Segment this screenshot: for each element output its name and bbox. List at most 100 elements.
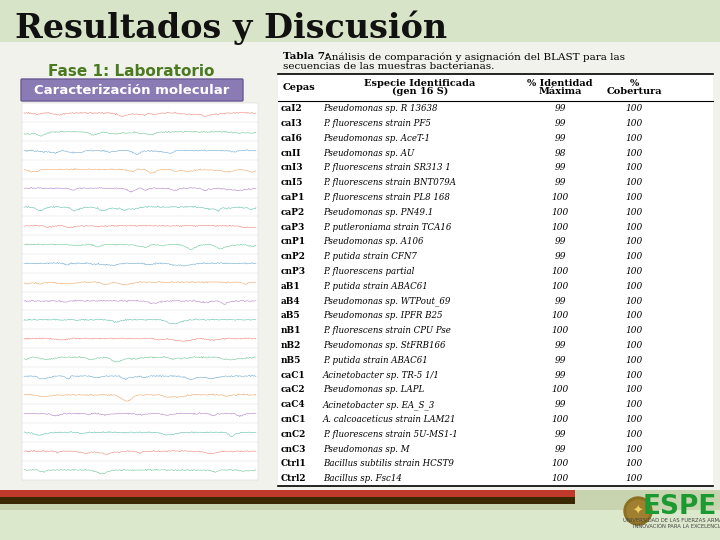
Bar: [0, 0, 720, 42]
Text: cnC3: cnC3: [281, 444, 307, 454]
Text: Pseudomonas sp. WTPout_69: Pseudomonas sp. WTPout_69: [323, 296, 451, 306]
Text: aB1: aB1: [281, 282, 301, 291]
Text: P. fluorescens partial: P. fluorescens partial: [323, 267, 415, 276]
Text: 99: 99: [554, 104, 566, 113]
Text: ESPE: ESPE: [643, 494, 717, 520]
Text: %: %: [629, 79, 639, 88]
Text: 100: 100: [552, 312, 569, 320]
Text: Acinetobacter sp. EA_S_3: Acinetobacter sp. EA_S_3: [323, 400, 436, 410]
Text: cnI5: cnI5: [281, 178, 304, 187]
Text: Acinetobacter sp. TR-5 1/1: Acinetobacter sp. TR-5 1/1: [323, 370, 440, 380]
Text: Especie Identificada: Especie Identificada: [364, 79, 476, 88]
Text: Pseudomonas sp. IPFR B25: Pseudomonas sp. IPFR B25: [323, 312, 443, 320]
Text: caI6: caI6: [281, 134, 303, 143]
Text: 100: 100: [552, 386, 569, 395]
Text: nB1: nB1: [281, 326, 302, 335]
Text: 100: 100: [626, 119, 643, 128]
Bar: [0, 510, 720, 540]
Text: secuencias de las muestras bacterianas.: secuencias de las muestras bacterianas.: [283, 62, 495, 71]
Text: 99: 99: [554, 341, 566, 350]
Text: caP3: caP3: [281, 222, 305, 232]
Text: caI3: caI3: [281, 119, 303, 128]
Text: caP2: caP2: [281, 208, 305, 217]
Text: 100: 100: [626, 460, 643, 469]
Text: P. putleroniama strain TCA16: P. putleroniama strain TCA16: [323, 222, 451, 232]
Text: 99: 99: [554, 296, 566, 306]
Text: 100: 100: [626, 444, 643, 454]
Text: aB5: aB5: [281, 312, 301, 320]
Bar: [0, 490, 720, 540]
Text: Ctrl2: Ctrl2: [281, 474, 307, 483]
Text: caC2: caC2: [281, 386, 305, 395]
Text: nB2: nB2: [281, 341, 302, 350]
Text: % Identidad: % Identidad: [527, 79, 593, 88]
Text: cnC1: cnC1: [281, 415, 307, 424]
Text: cnI3: cnI3: [281, 164, 304, 172]
Text: Bacillus subtilis strain HCST9: Bacillus subtilis strain HCST9: [323, 460, 454, 469]
Text: ✦: ✦: [633, 504, 643, 517]
Text: 100: 100: [626, 252, 643, 261]
Text: 100: 100: [552, 415, 569, 424]
Text: caP1: caP1: [281, 193, 305, 202]
Text: caI2: caI2: [281, 104, 302, 113]
Text: 100: 100: [626, 104, 643, 113]
Text: Pseudomonas sp. M: Pseudomonas sp. M: [323, 444, 410, 454]
Text: 100: 100: [552, 222, 569, 232]
Text: Tabla 7:: Tabla 7:: [283, 52, 329, 61]
Text: 100: 100: [552, 474, 569, 483]
Text: 100: 100: [626, 134, 643, 143]
Text: Pseudomonas sp. PN49.1: Pseudomonas sp. PN49.1: [323, 208, 433, 217]
Circle shape: [627, 500, 649, 522]
Text: 100: 100: [626, 208, 643, 217]
Text: 99: 99: [554, 119, 566, 128]
Text: 100: 100: [626, 326, 643, 335]
Text: 100: 100: [626, 341, 643, 350]
Text: P. fluorescens strain PF5: P. fluorescens strain PF5: [323, 119, 431, 128]
Text: 100: 100: [626, 238, 643, 246]
Text: 100: 100: [626, 222, 643, 232]
Text: cnP2: cnP2: [281, 252, 306, 261]
Bar: [0, 490, 575, 497]
Text: 100: 100: [626, 370, 643, 380]
Text: cnC2: cnC2: [281, 430, 307, 439]
Text: aB4: aB4: [281, 296, 301, 306]
Text: INNOVACIÓN PARA LA EXCELENCIA: INNOVACIÓN PARA LA EXCELENCIA: [633, 524, 720, 530]
Text: P. putida strain ABAC61: P. putida strain ABAC61: [323, 282, 428, 291]
Text: UNIVERSIDAD DE LAS FUERZAS ARMADAS: UNIVERSIDAD DE LAS FUERZAS ARMADAS: [623, 517, 720, 523]
Text: Pseudomonas sp. StFRB166: Pseudomonas sp. StFRB166: [323, 341, 446, 350]
Text: Máxima: Máxima: [539, 87, 582, 96]
Text: P. fluorescens strain PL8 168: P. fluorescens strain PL8 168: [323, 193, 450, 202]
Text: 98: 98: [554, 148, 566, 158]
Text: 99: 99: [554, 238, 566, 246]
Text: 100: 100: [626, 430, 643, 439]
Text: caC1: caC1: [281, 370, 306, 380]
FancyBboxPatch shape: [21, 79, 243, 101]
Text: 100: 100: [626, 164, 643, 172]
Text: 100: 100: [626, 474, 643, 483]
Circle shape: [624, 497, 652, 525]
Text: P. fluorescens strain CPU Pse: P. fluorescens strain CPU Pse: [323, 326, 451, 335]
Text: Pseudomonas sp. LAPL: Pseudomonas sp. LAPL: [323, 386, 424, 395]
Text: P. fluorescens strain SR313 1: P. fluorescens strain SR313 1: [323, 164, 451, 172]
Text: (gen 16 S): (gen 16 S): [392, 87, 448, 96]
Bar: [0, 497, 575, 504]
Bar: [22, 103, 258, 480]
Text: 100: 100: [552, 193, 569, 202]
Text: nB5: nB5: [281, 356, 302, 365]
Text: 100: 100: [626, 400, 643, 409]
Text: P. fluorescens strain BNT079A: P. fluorescens strain BNT079A: [323, 178, 456, 187]
Bar: [278, 74, 713, 486]
Text: 100: 100: [626, 386, 643, 395]
Text: P. putida strain CFN7: P. putida strain CFN7: [323, 252, 417, 261]
Text: Análisis de comparación y asignación del BLAST para las: Análisis de comparación y asignación del…: [321, 52, 625, 62]
Text: 100: 100: [626, 267, 643, 276]
Text: Pseudomonas sp. R 13638: Pseudomonas sp. R 13638: [323, 104, 438, 113]
Text: 100: 100: [552, 326, 569, 335]
Text: 99: 99: [554, 134, 566, 143]
Text: 100: 100: [552, 460, 569, 469]
Text: Caracterización molecular: Caracterización molecular: [35, 84, 230, 97]
Text: Cobertura: Cobertura: [606, 87, 662, 96]
Text: 100: 100: [626, 178, 643, 187]
Text: 99: 99: [554, 252, 566, 261]
Text: 100: 100: [626, 148, 643, 158]
